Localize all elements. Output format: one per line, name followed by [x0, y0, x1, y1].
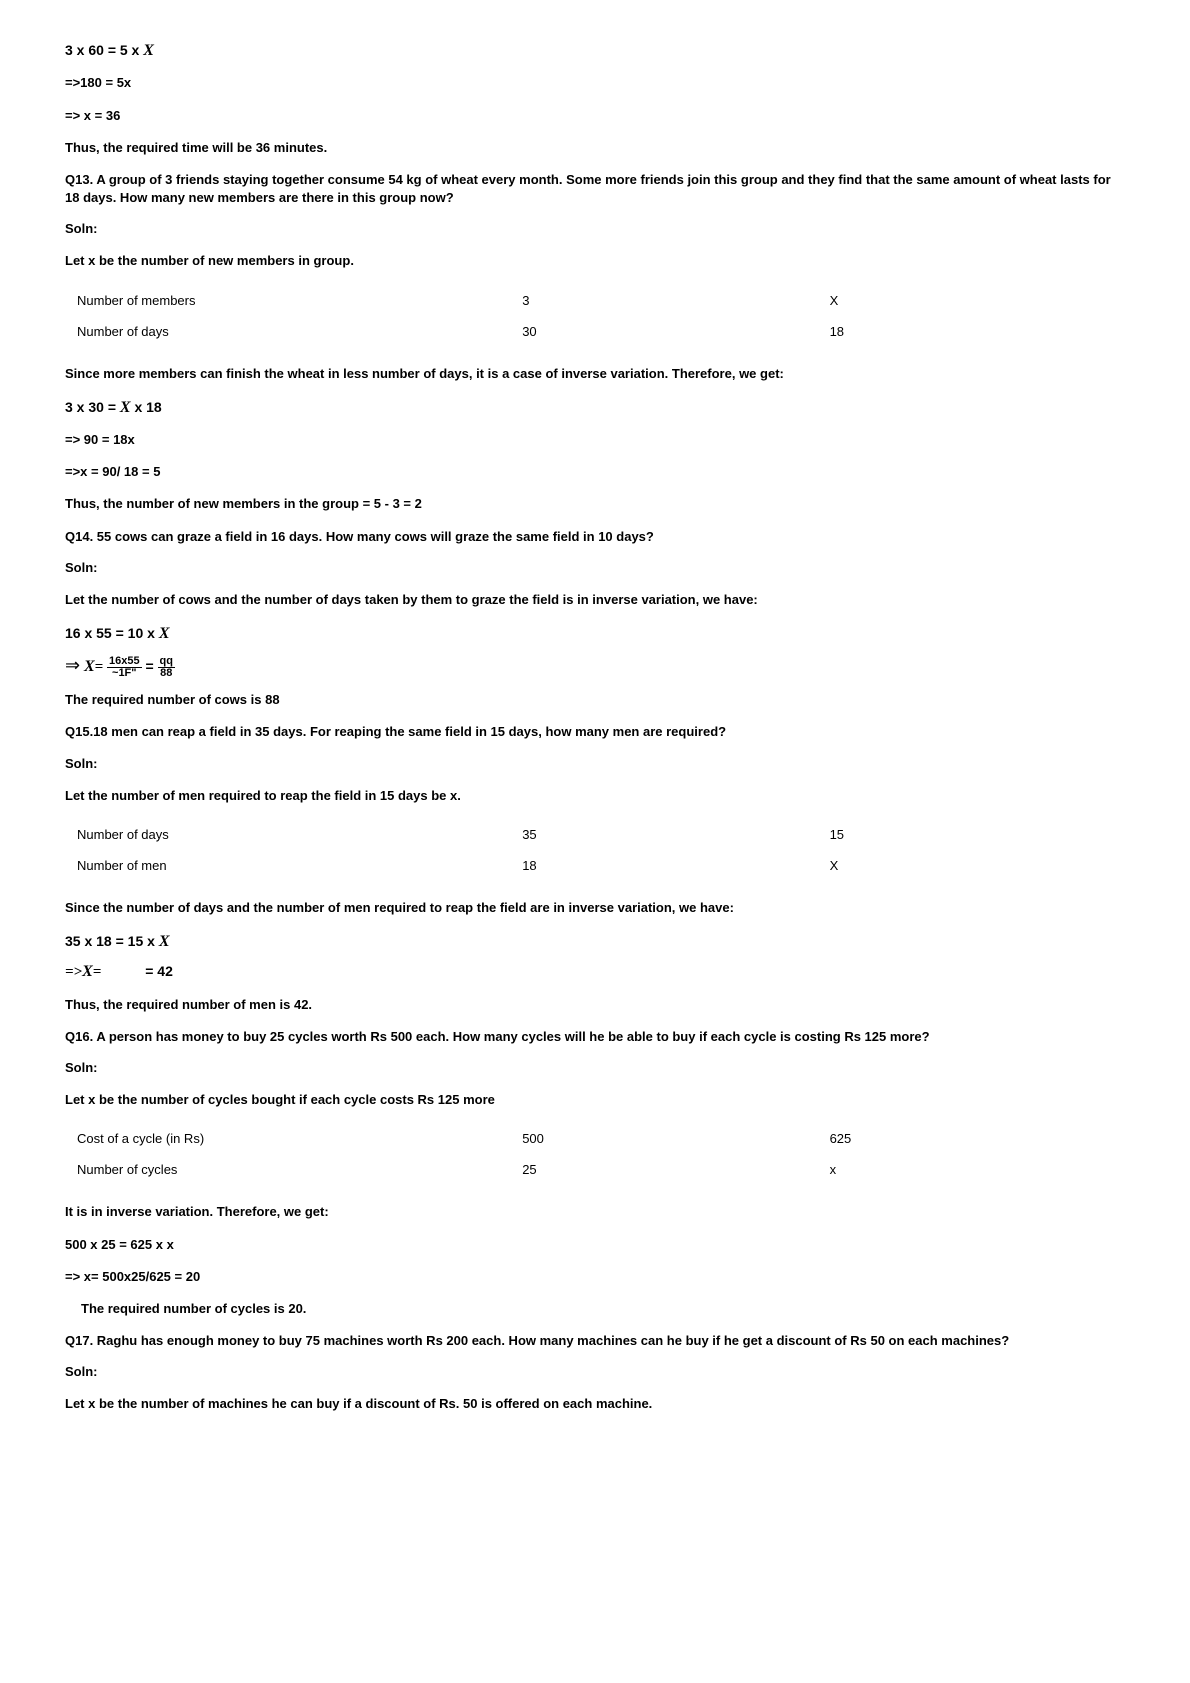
fraction: 16x55 ~1F"	[107, 656, 142, 679]
cell-value: 18	[510, 850, 817, 881]
eq-text: 35 x 18 = 15 x	[65, 933, 159, 949]
soln-label: Soln:	[65, 1364, 1125, 1379]
cell-label: Cost of a cycle (in Rs)	[65, 1123, 510, 1154]
arrow-text: =>	[65, 964, 82, 980]
soln-label: Soln:	[65, 756, 1125, 771]
cell-label: Number of days	[65, 316, 510, 347]
eq-text: 3 x 60 = 5 x	[65, 42, 143, 58]
soln-label: Soln:	[65, 1060, 1125, 1075]
variable-x: X	[159, 625, 170, 642]
text-line: It is in inverse variation. Therefore, w…	[65, 1203, 1125, 1221]
text-line: Let x be the number of cycles bought if …	[65, 1091, 1125, 1109]
variable-x: X	[159, 933, 170, 950]
document-page: 3 x 60 = 5 x X =>180 = 5x => x = 36 Thus…	[0, 0, 1190, 1467]
fraction: qq 88	[158, 656, 175, 679]
table-row: Number of days 30 18	[65, 316, 1125, 347]
text-line: Let x be the number of machines he can b…	[65, 1395, 1125, 1413]
text-line: Since more members can finish the wheat …	[65, 365, 1125, 383]
result-line: The required number of cows is 88	[65, 691, 1125, 709]
table-row: Number of members 3 X	[65, 285, 1125, 316]
equation-line: 3 x 60 = 5 x X	[65, 40, 1125, 62]
question-16: Q16. A person has money to buy 25 cycles…	[65, 1028, 1125, 1046]
text-line: Let x be the number of new members in gr…	[65, 252, 1125, 270]
soln-label: Soln:	[65, 560, 1125, 575]
equation-line: =>180 = 5x	[65, 74, 1125, 92]
equation-line: => x= 500x25/625 = 20	[65, 1268, 1125, 1286]
variable-x: X	[120, 399, 131, 416]
cell-label: Number of men	[65, 850, 510, 881]
cell-label: Number of members	[65, 285, 510, 316]
table-row: Number of days 35 15	[65, 819, 1125, 850]
question-14: Q14. 55 cows can graze a field in 16 day…	[65, 528, 1125, 546]
variable-x: X	[84, 658, 95, 675]
table-days-men: Number of days 35 15 Number of men 18 X	[65, 819, 1125, 881]
equation-line: 500 x 25 = 625 x x	[65, 1236, 1125, 1254]
table-members-days: Number of members 3 X Number of days 30 …	[65, 285, 1125, 347]
equation-line: =>x = 90/ 18 = 5	[65, 463, 1125, 481]
equation-line: => x = 36	[65, 107, 1125, 125]
table-cost-cycles: Cost of a cycle (in Rs) 500 625 Number o…	[65, 1123, 1125, 1185]
text-line: Let the number of cows and the number of…	[65, 591, 1125, 609]
cell-value: 15	[818, 819, 1125, 850]
question-15: Q15.18 men can reap a field in 35 days. …	[65, 723, 1125, 741]
equation-line: 16 x 55 = 10 x X	[65, 623, 1125, 645]
text-line: Since the number of days and the number …	[65, 899, 1125, 917]
variable-x: X	[82, 963, 93, 980]
cell-value: X	[818, 850, 1125, 881]
equation-line: =>X= = 42	[65, 961, 1125, 983]
text-line: Let the number of men required to reap t…	[65, 787, 1125, 805]
question-13: Q13. A group of 3 friends staying togeth…	[65, 171, 1125, 207]
eq-text: =	[95, 659, 107, 675]
result-line: Thus, the required number of men is 42.	[65, 996, 1125, 1014]
cell-value: 625	[818, 1123, 1125, 1154]
cell-value: 3	[510, 285, 817, 316]
equation-line: => 90 = 18x	[65, 431, 1125, 449]
equation-line: ⇒ X= 16x55 ~1F" = qq 88	[65, 653, 1125, 679]
eq-text: 16 x 55 = 10 x	[65, 625, 159, 641]
denominator: 88	[158, 668, 175, 679]
eq-text: =	[93, 964, 102, 980]
table-row: Number of cycles 25 x	[65, 1154, 1125, 1185]
result-line: Thus, the required time will be 36 minut…	[65, 139, 1125, 157]
table-row: Cost of a cycle (in Rs) 500 625	[65, 1123, 1125, 1154]
equation-line: 35 x 18 = 15 x X	[65, 931, 1125, 953]
cell-value: x	[818, 1154, 1125, 1185]
eq-value: = 42	[145, 963, 173, 979]
cell-value: 18	[818, 316, 1125, 347]
cell-value: 25	[510, 1154, 817, 1185]
arrow-symbol: ⇒	[65, 655, 80, 675]
result-line: The required number of cycles is 20.	[81, 1300, 1125, 1318]
denominator: ~1F"	[107, 668, 142, 679]
cell-value: 35	[510, 819, 817, 850]
cell-label: Number of days	[65, 819, 510, 850]
eq-text: x 18	[131, 399, 162, 415]
eq-text: 3 x 30 =	[65, 399, 120, 415]
equation-line: 3 x 30 = X x 18	[65, 397, 1125, 419]
cell-value: 30	[510, 316, 817, 347]
result-line: Thus, the number of new members in the g…	[65, 495, 1125, 513]
eq-text: =	[145, 658, 157, 674]
question-17: Q17. Raghu has enough money to buy 75 ma…	[65, 1332, 1125, 1350]
cell-label: Number of cycles	[65, 1154, 510, 1185]
cell-value: 500	[510, 1123, 817, 1154]
soln-label: Soln:	[65, 221, 1125, 236]
table-row: Number of men 18 X	[65, 850, 1125, 881]
variable-x: X	[143, 42, 154, 59]
cell-value: X	[818, 285, 1125, 316]
